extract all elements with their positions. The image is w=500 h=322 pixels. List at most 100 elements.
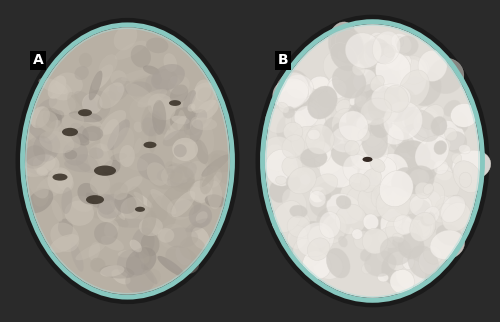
Ellipse shape xyxy=(276,176,286,185)
Ellipse shape xyxy=(294,101,326,138)
Ellipse shape xyxy=(420,105,444,129)
Ellipse shape xyxy=(50,234,79,253)
Ellipse shape xyxy=(452,150,491,180)
Ellipse shape xyxy=(71,133,90,146)
Ellipse shape xyxy=(278,102,289,113)
Ellipse shape xyxy=(384,101,422,140)
Ellipse shape xyxy=(436,203,459,220)
Ellipse shape xyxy=(67,130,73,134)
Ellipse shape xyxy=(380,171,413,207)
Ellipse shape xyxy=(356,113,378,132)
Ellipse shape xyxy=(363,184,388,210)
Ellipse shape xyxy=(440,196,466,223)
Ellipse shape xyxy=(392,238,403,248)
Ellipse shape xyxy=(404,109,440,142)
Ellipse shape xyxy=(137,153,165,180)
Ellipse shape xyxy=(452,111,468,133)
Ellipse shape xyxy=(148,93,176,120)
Ellipse shape xyxy=(289,171,311,190)
Ellipse shape xyxy=(398,56,428,84)
Ellipse shape xyxy=(161,166,184,186)
Ellipse shape xyxy=(117,250,144,278)
Ellipse shape xyxy=(448,195,464,211)
Ellipse shape xyxy=(202,166,218,187)
Ellipse shape xyxy=(44,120,61,142)
Ellipse shape xyxy=(398,155,428,191)
Ellipse shape xyxy=(370,78,388,92)
Ellipse shape xyxy=(141,232,160,256)
Ellipse shape xyxy=(134,192,153,208)
Ellipse shape xyxy=(172,116,190,124)
Ellipse shape xyxy=(96,163,108,174)
Ellipse shape xyxy=(396,126,425,159)
Ellipse shape xyxy=(150,189,176,214)
Ellipse shape xyxy=(356,95,367,108)
Ellipse shape xyxy=(361,123,388,159)
Ellipse shape xyxy=(114,218,148,228)
Ellipse shape xyxy=(288,225,308,249)
Ellipse shape xyxy=(173,102,177,104)
Ellipse shape xyxy=(150,113,171,130)
Ellipse shape xyxy=(139,217,163,236)
Ellipse shape xyxy=(398,70,430,107)
Ellipse shape xyxy=(98,54,117,77)
Ellipse shape xyxy=(415,182,431,199)
Ellipse shape xyxy=(412,168,427,183)
Ellipse shape xyxy=(358,185,390,217)
Ellipse shape xyxy=(338,46,349,61)
Ellipse shape xyxy=(328,22,356,59)
Ellipse shape xyxy=(78,183,98,204)
Ellipse shape xyxy=(434,163,452,181)
Ellipse shape xyxy=(152,111,167,135)
Ellipse shape xyxy=(336,30,363,57)
Ellipse shape xyxy=(146,69,178,93)
Ellipse shape xyxy=(94,222,118,245)
Ellipse shape xyxy=(78,109,92,116)
Ellipse shape xyxy=(370,155,398,184)
Ellipse shape xyxy=(104,220,118,238)
Ellipse shape xyxy=(398,233,424,259)
Ellipse shape xyxy=(114,41,146,60)
Ellipse shape xyxy=(292,126,324,159)
Ellipse shape xyxy=(134,138,142,154)
Ellipse shape xyxy=(319,128,338,147)
Ellipse shape xyxy=(319,212,340,238)
Ellipse shape xyxy=(203,166,222,188)
Ellipse shape xyxy=(143,65,160,75)
Ellipse shape xyxy=(418,50,447,81)
Ellipse shape xyxy=(78,197,91,210)
Ellipse shape xyxy=(187,161,207,180)
Ellipse shape xyxy=(192,118,217,130)
Ellipse shape xyxy=(26,165,53,177)
Ellipse shape xyxy=(150,195,177,230)
Ellipse shape xyxy=(435,196,466,221)
Ellipse shape xyxy=(43,108,62,128)
Ellipse shape xyxy=(442,203,470,232)
Ellipse shape xyxy=(190,117,202,136)
Ellipse shape xyxy=(69,111,102,122)
Ellipse shape xyxy=(374,48,394,67)
Ellipse shape xyxy=(396,36,404,47)
Ellipse shape xyxy=(412,182,444,219)
Ellipse shape xyxy=(376,154,408,186)
Ellipse shape xyxy=(354,84,392,120)
Ellipse shape xyxy=(186,218,210,232)
Ellipse shape xyxy=(73,113,102,126)
Ellipse shape xyxy=(344,140,360,156)
Text: A: A xyxy=(32,53,44,67)
Ellipse shape xyxy=(272,78,308,109)
Ellipse shape xyxy=(58,176,62,178)
Ellipse shape xyxy=(372,84,411,112)
Ellipse shape xyxy=(364,250,396,277)
Ellipse shape xyxy=(349,174,370,191)
Ellipse shape xyxy=(286,75,314,99)
Ellipse shape xyxy=(350,114,388,152)
Ellipse shape xyxy=(362,180,392,211)
Ellipse shape xyxy=(279,162,297,185)
Ellipse shape xyxy=(142,211,156,235)
Ellipse shape xyxy=(308,86,338,119)
Ellipse shape xyxy=(170,199,202,217)
Ellipse shape xyxy=(410,213,436,242)
Ellipse shape xyxy=(287,216,310,238)
Ellipse shape xyxy=(360,119,393,152)
